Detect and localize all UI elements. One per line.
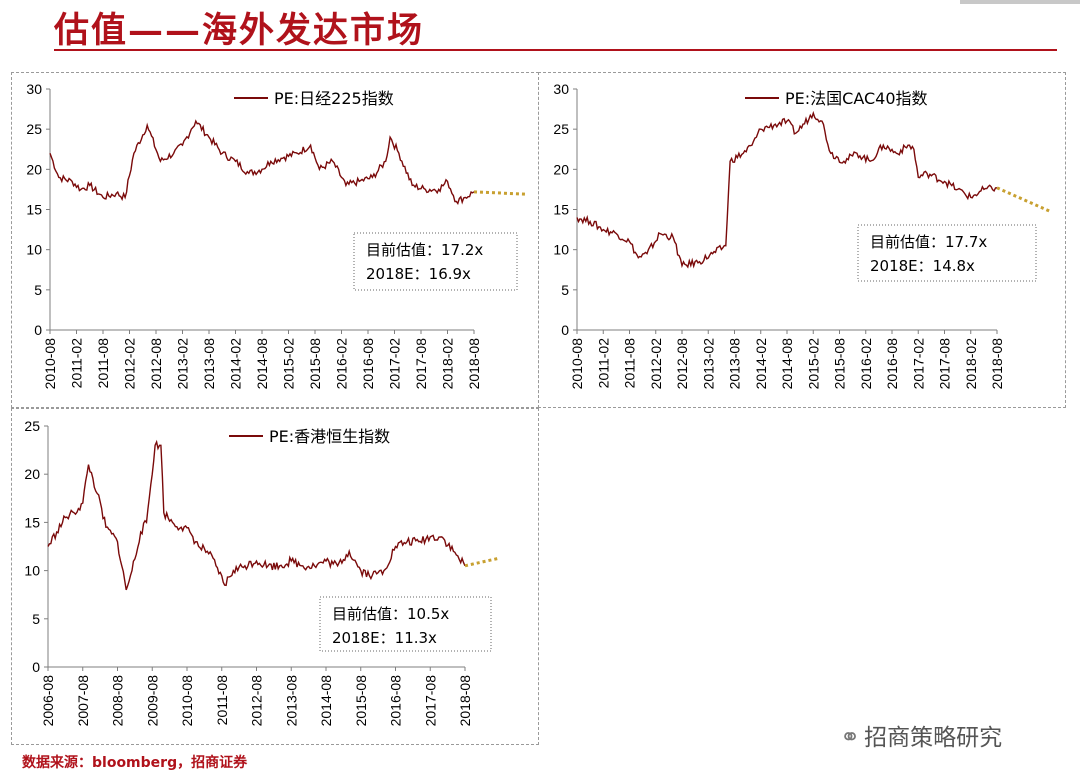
x-tick-label: 2014-02: [753, 338, 769, 390]
x-tick-label: 2008-08: [110, 675, 126, 727]
x-tick-label: 2013-08: [727, 338, 743, 390]
x-tick-label: 2016-02: [858, 338, 874, 390]
y-tick-label: 0: [34, 322, 42, 338]
x-tick-label: 2011-02: [595, 338, 611, 389]
x-tick-label: 2018-08: [466, 338, 482, 390]
forecast-line: [996, 186, 1051, 213]
forecast-line: [464, 556, 501, 568]
y-tick-label: 25: [24, 418, 40, 434]
x-tick-label: 2013-02: [700, 338, 716, 390]
x-tick-label: 2018-08: [457, 675, 473, 727]
x-tick-label: 2017-08: [413, 338, 429, 390]
page-title: 估值——海外发达市场: [54, 10, 425, 51]
valuation-box: [857, 224, 1037, 282]
y-tick-label: 10: [553, 242, 569, 258]
y-tick-label: 20: [553, 161, 569, 177]
forecast-valuation-text: 2018E：14.8x: [870, 257, 975, 275]
x-tick-label: 2014-02: [228, 338, 244, 390]
x-tick-label: 2014-08: [318, 675, 334, 727]
watermark-text: 招商策略研究: [864, 725, 1003, 751]
chart-panel-cac40: 0 5 10 15 20 25 30 2010-08 2011-02 2011-08 2012-02…: [538, 72, 1066, 408]
y-tick-label: 25: [553, 121, 569, 137]
x-tick-label: 2013-08: [283, 675, 299, 727]
y-tick-label: 20: [26, 161, 42, 177]
chart-svg: 0 5 10 15 20 25 30 2010-08 2011-02 2011-08 2012-02…: [26, 81, 528, 390]
legend-label: PE:香港恒生指数: [269, 427, 390, 446]
watermark: ⚭ 招商策略研究: [840, 718, 1002, 752]
chart-svg: 0 5 10 15 20 25 30 2010-08 2011-02 2011-08 2012-02…: [553, 81, 1051, 390]
source-note: 数据来源：bloomberg，招商证券: [22, 755, 248, 771]
y-tick-label: 5: [561, 282, 569, 298]
y-tick-label: 0: [32, 659, 40, 675]
x-tick-label: 2010-08: [42, 338, 58, 390]
y-tick-label: 20: [24, 466, 40, 482]
x-tick-label: 2017-08: [422, 675, 438, 727]
wechat-icon: ⚭: [840, 723, 861, 751]
x-tick-label: 2012-08: [249, 675, 265, 727]
chart-panel-hangseng: 0 5 10 15 20 25 2006-08 2007-08 2008-08 2009-08 20…: [11, 408, 539, 745]
x-tick-label: 2018-08: [989, 338, 1005, 390]
x-tick-label: 2013-08: [201, 338, 217, 390]
x-tick-label: 2015-02: [281, 338, 297, 390]
x-tick-label: 2013-02: [175, 338, 191, 390]
chart-svg: 0 5 10 15 20 25 2006-08 2007-08 2008-08 2009-08 20…: [24, 418, 501, 727]
current-valuation-text: 目前估值：17.2x: [366, 241, 483, 259]
y-tick-label: 15: [26, 202, 42, 218]
y-tick-label: 5: [32, 611, 40, 627]
x-tick-label: 2009-08: [144, 675, 160, 727]
x-tick-label: 2016-08: [360, 338, 376, 390]
y-tick-label: 10: [26, 242, 42, 258]
y-tick-label: 25: [26, 121, 42, 137]
x-tick-label: 2015-08: [307, 338, 323, 390]
x-tick-label: 2007-08: [75, 675, 91, 727]
x-tick-label: 2011-08: [622, 338, 638, 389]
forecast-line: [473, 190, 528, 196]
x-tick-label: 2012-02: [648, 338, 664, 390]
current-valuation-text: 目前估值：17.7x: [870, 233, 987, 251]
x-tick-label: 2018-02: [963, 338, 979, 390]
x-tick-label: 2011-08: [95, 338, 111, 389]
y-tick-label: 30: [26, 81, 42, 97]
x-tick-label: 2014-08: [254, 338, 270, 390]
forecast-valuation-text: 2018E：16.9x: [366, 265, 471, 283]
pe-series-line: [576, 110, 998, 269]
pe-series-line: [47, 439, 466, 591]
valuation-box: [353, 232, 518, 291]
forecast-valuation-text: 2018E：11.3x: [332, 629, 437, 647]
x-tick-label: 2006-08: [40, 675, 56, 727]
legend-label: PE:法国CAC40指数: [785, 89, 928, 108]
legend-label: PE:日经225指数: [274, 89, 394, 108]
valuation-box: [319, 596, 492, 652]
y-tick-label: 15: [24, 514, 40, 530]
x-tick-label: 2018-02: [440, 338, 456, 390]
x-tick-label: 2015-02: [805, 338, 821, 390]
x-tick-label: 2017-02: [387, 338, 403, 390]
x-tick-label: 2011-08: [214, 675, 230, 726]
y-tick-label: 15: [553, 202, 569, 218]
x-tick-label: 2017-02: [910, 338, 926, 390]
pe-series-line: [49, 119, 475, 206]
x-tick-label: 2012-08: [148, 338, 164, 390]
x-tick-label: 2016-08: [388, 675, 404, 727]
current-valuation-text: 目前估值：10.5x: [332, 605, 449, 623]
x-tick-label: 2010-08: [179, 675, 195, 727]
chart-panel-nikkei: 0 5 10 15 20 25 30 2010-08 2011-02 2011-08 2012-02…: [11, 72, 539, 408]
y-tick-label: 30: [553, 81, 569, 97]
title-underline: [54, 49, 1057, 51]
y-tick-label: 0: [561, 322, 569, 338]
x-tick-label: 2012-02: [122, 338, 138, 390]
x-tick-label: 2017-08: [937, 338, 953, 390]
x-tick-label: 2011-02: [69, 338, 85, 389]
x-tick-label: 2014-08: [779, 338, 795, 390]
y-tick-label: 10: [24, 563, 40, 579]
y-tick-label: 5: [34, 282, 42, 298]
top-edge-bar: [960, 0, 1080, 4]
x-tick-label: 2016-08: [884, 338, 900, 390]
x-tick-label: 2012-08: [674, 338, 690, 390]
x-tick-label: 2010-08: [569, 338, 585, 390]
x-tick-label: 2015-08: [832, 338, 848, 390]
x-tick-label: 2015-08: [353, 675, 369, 727]
x-tick-label: 2016-02: [334, 338, 350, 390]
